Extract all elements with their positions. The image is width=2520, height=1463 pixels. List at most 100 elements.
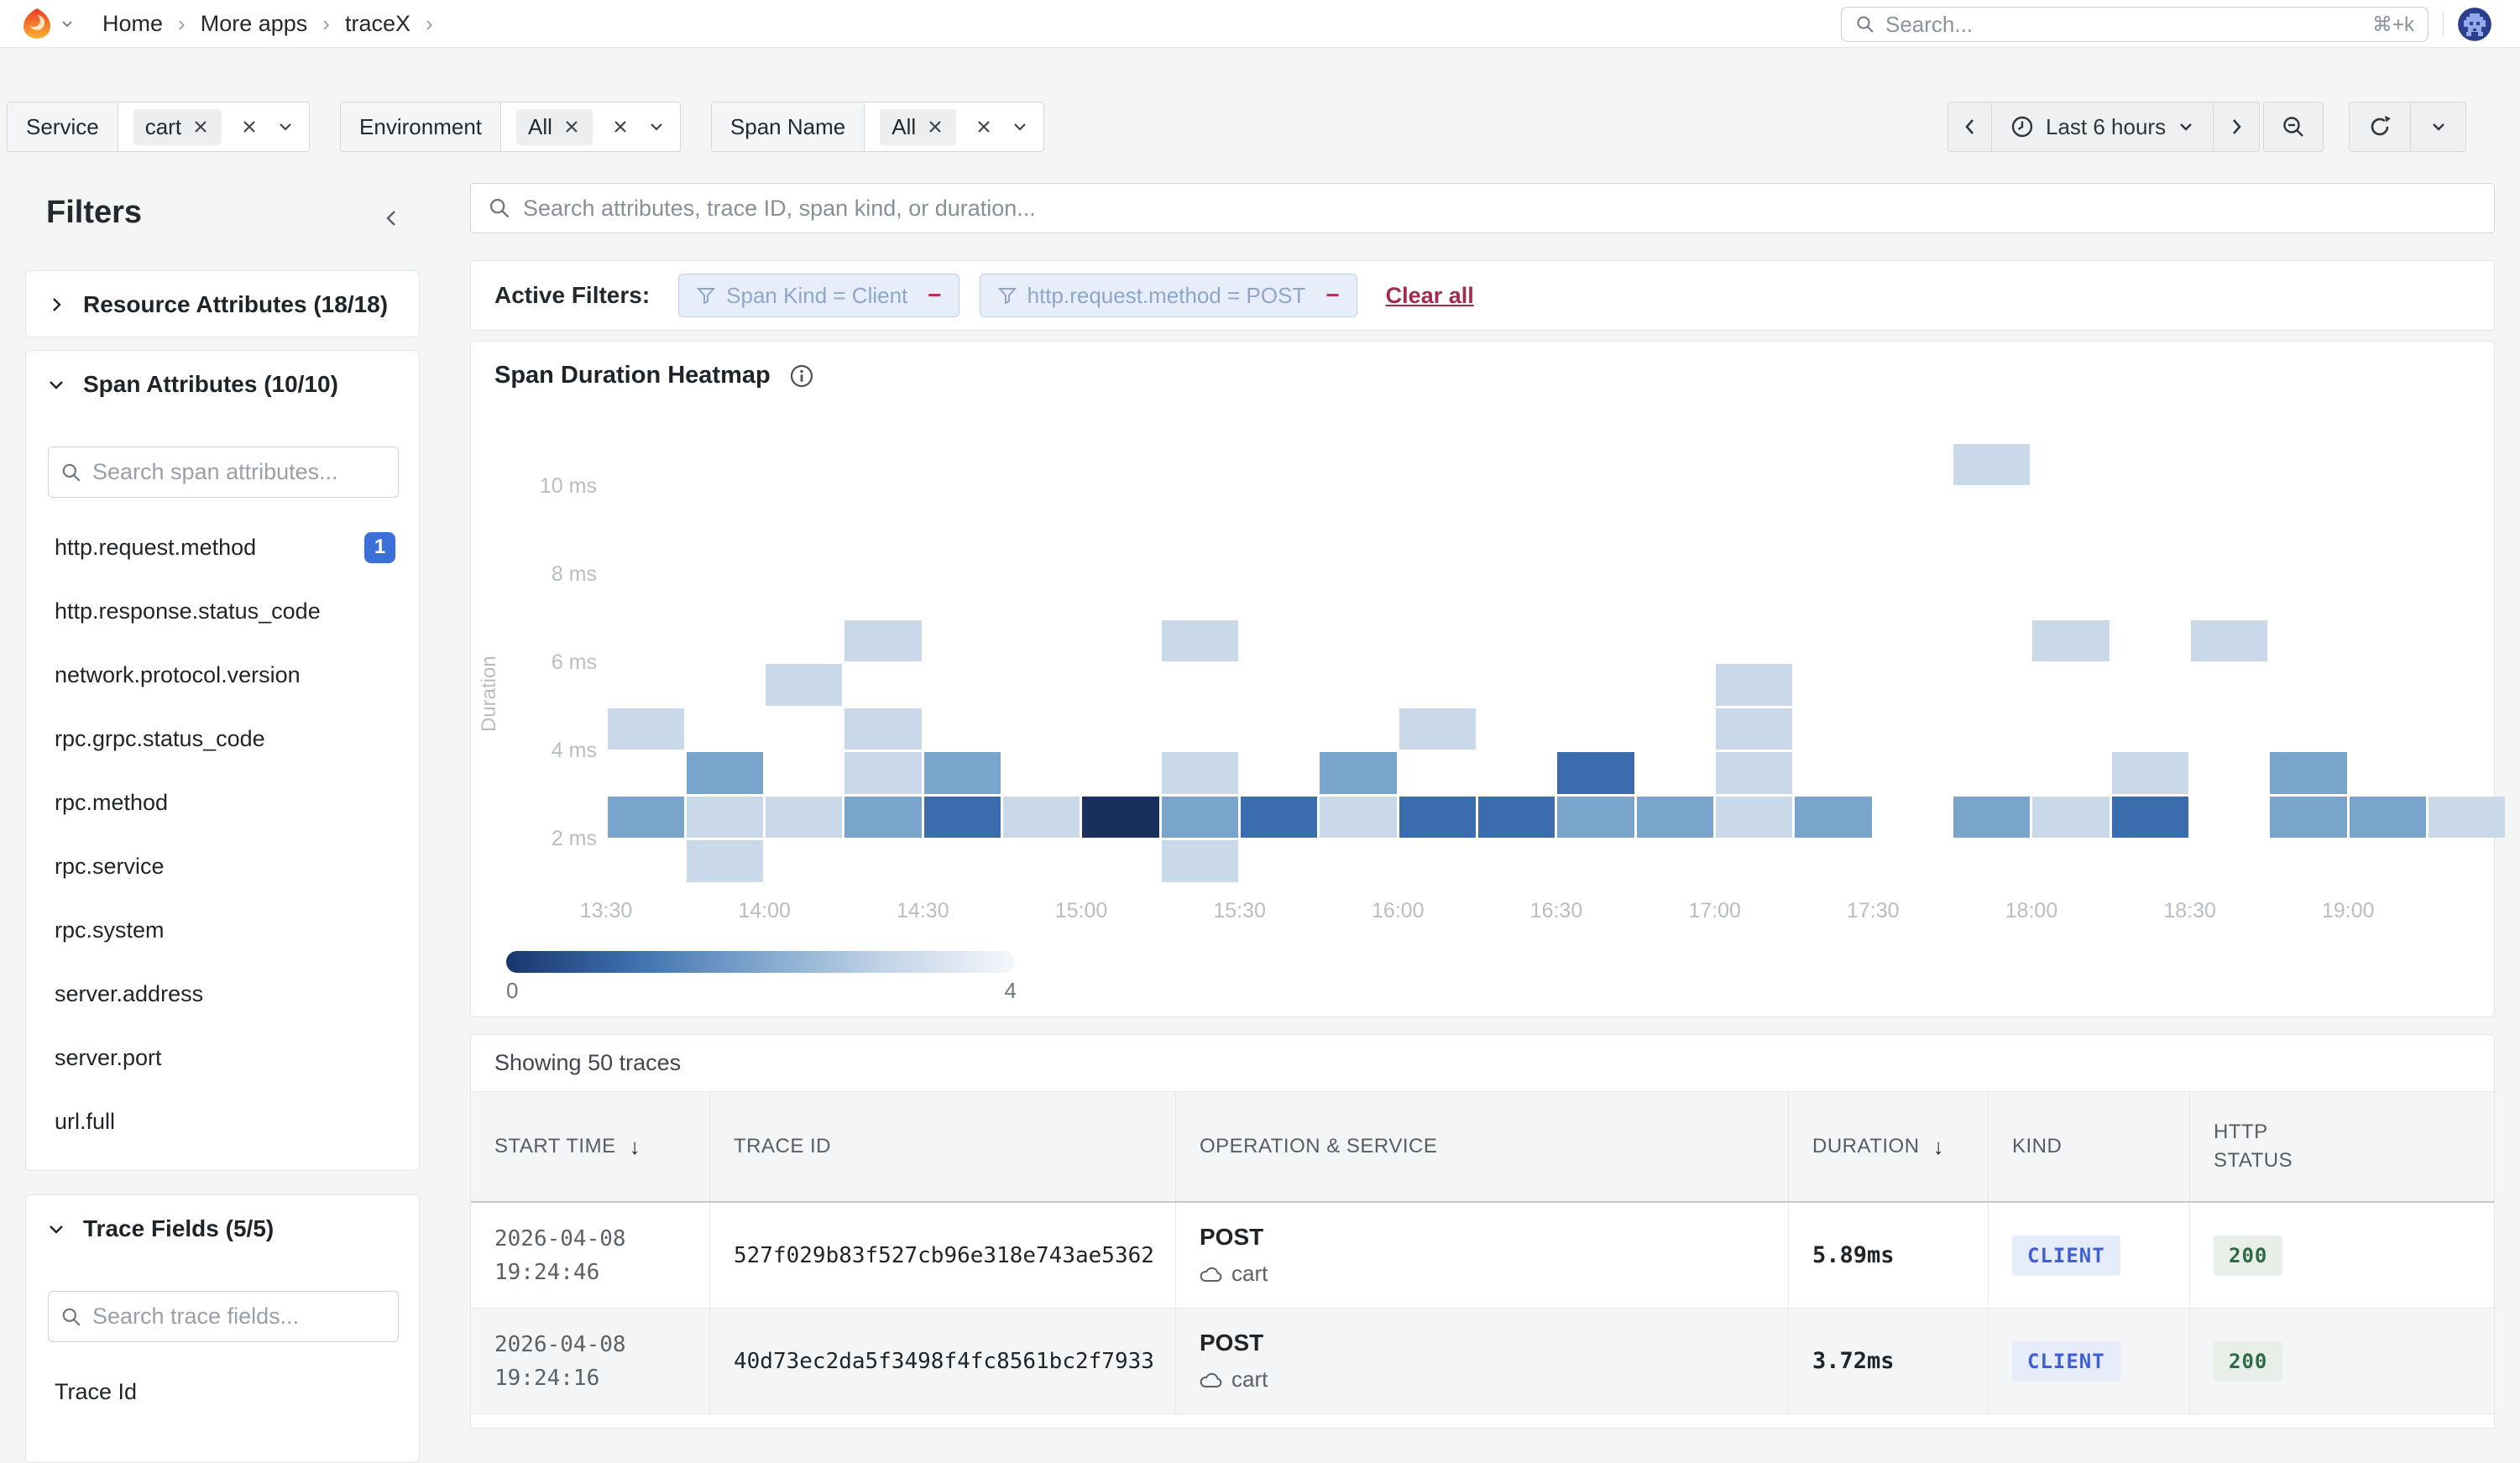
global-search[interactable]: ⌘+k [1841, 7, 2429, 42]
attribute-item[interactable]: http.response.status_code [26, 579, 419, 643]
table-row[interactable]: 2026-04-08 19:24:46 527f029b83f527cb96e318… [471, 1203, 2494, 1309]
refresh-interval-dropdown[interactable] [2411, 102, 2467, 152]
column-header-kind[interactable]: KIND [1989, 1092, 2190, 1201]
heatmap-cell[interactable] [1716, 708, 1793, 750]
time-range-picker[interactable]: Last 6 hours [1992, 102, 2214, 152]
info-icon[interactable] [789, 363, 814, 389]
column-header-http-status[interactable]: HTTP STATUS [2190, 1092, 2494, 1201]
trace-fields-search[interactable] [48, 1291, 399, 1342]
heatmap-cell[interactable] [766, 664, 843, 706]
filter-value-pill[interactable]: cart [133, 108, 222, 145]
column-header-duration[interactable]: DURATION ↓ [1789, 1092, 1989, 1201]
heatmap-cell[interactable] [1953, 443, 2031, 485]
remove-filter-icon[interactable]: − [1325, 282, 1340, 308]
heatmap-cell[interactable] [1161, 619, 1239, 661]
app-menu-button[interactable] [20, 7, 74, 40]
global-search-input[interactable] [1885, 11, 2372, 38]
heatmap-cell[interactable] [1082, 796, 1159, 838]
filter-dropdown-caret[interactable] [1012, 118, 1028, 135]
span-attributes-header[interactable]: Span Attributes (10/10) [26, 351, 419, 418]
heatmap-cell[interactable] [844, 619, 922, 661]
heatmap-cell[interactable] [1716, 752, 1793, 794]
heatmap-cell[interactable] [686, 840, 764, 882]
table-row[interactable]: 2026-04-08 19:24:16 40d73ec2da5f3498f4fc85… [471, 1309, 2494, 1414]
heatmap-cell[interactable] [2032, 619, 2110, 661]
heatmap-cell[interactable] [2111, 752, 2189, 794]
heatmap-cell[interactable] [2032, 796, 2110, 838]
remove-value-icon[interactable] [562, 118, 581, 136]
attribute-item[interactable]: rpc.system [26, 898, 419, 962]
heatmap-cell[interactable] [1557, 752, 1634, 794]
clear-filter-button[interactable] [609, 118, 631, 136]
trace-fields-search-input[interactable] [92, 1304, 386, 1330]
clear-all-filters-link[interactable]: Clear all [1385, 282, 1474, 308]
breadcrumb-item[interactable]: traceX [344, 10, 410, 36]
refresh-button[interactable] [2349, 102, 2412, 152]
trace-fields-header[interactable]: Trace Fields (5/5) [26, 1195, 419, 1262]
filter-dropdown-caret[interactable] [277, 118, 294, 135]
filter-value-pill[interactable]: All [880, 108, 957, 145]
heatmap-cell[interactable] [1161, 796, 1239, 838]
filter-dropdown-caret[interactable] [648, 118, 665, 135]
sidebar-collapse-button[interactable] [382, 206, 400, 231]
attribute-item[interactable]: Trace Id [26, 1360, 419, 1424]
attribute-item[interactable]: rpc.grpc.status_code [26, 707, 419, 771]
heatmap-cell[interactable] [1161, 840, 1239, 882]
heatmap-cell[interactable] [766, 796, 843, 838]
clear-filter-button[interactable] [238, 118, 260, 136]
user-avatar[interactable] [2458, 8, 2491, 41]
attribute-item[interactable]: server.port [26, 1026, 419, 1089]
column-header-trace-id[interactable]: TRACE ID [710, 1092, 1176, 1201]
clear-filter-button[interactable] [973, 118, 995, 136]
heatmap-cell[interactable] [2111, 796, 2189, 838]
heatmap-cell[interactable] [1953, 796, 2031, 838]
column-header-operation-service[interactable]: OPERATION & SERVICE [1176, 1092, 1789, 1201]
attribute-item[interactable]: rpc.service [26, 834, 419, 898]
time-shift-forward-button[interactable] [2214, 102, 2261, 152]
heatmap-cell[interactable] [2270, 752, 2347, 794]
heatmap-cell[interactable] [1557, 796, 1634, 838]
heatmap-cell[interactable] [686, 752, 764, 794]
heatmap-cell[interactable] [1795, 796, 1872, 838]
active-filter-chip[interactable]: http.request.method = POST − [979, 274, 1357, 317]
attribute-item[interactable]: url.full [26, 1089, 419, 1153]
heatmap-cell[interactable] [607, 708, 684, 750]
heatmap-cell[interactable] [1716, 664, 1793, 706]
column-header-start-time[interactable]: START TIME ↓ [471, 1092, 710, 1201]
filter-value-pill[interactable]: All [516, 108, 593, 145]
zoom-out-button[interactable] [2263, 102, 2324, 152]
attribute-item[interactable]: server.address [26, 962, 419, 1026]
heatmap-cell[interactable] [844, 796, 922, 838]
attribute-item[interactable]: rpc.method [26, 771, 419, 834]
heatmap-cell[interactable] [607, 796, 684, 838]
time-shift-back-button[interactable] [1948, 102, 1992, 152]
heatmap-cell[interactable] [2349, 796, 2427, 838]
heatmap-cell[interactable] [1241, 796, 1318, 838]
heatmap-cell[interactable] [1320, 796, 1397, 838]
remove-value-icon[interactable] [191, 118, 210, 136]
trace-search-input[interactable] [523, 195, 2477, 222]
heatmap-cell[interactable] [1478, 796, 1555, 838]
heatmap-cell[interactable] [844, 752, 922, 794]
active-filter-chip[interactable]: Span Kind = Client − [678, 274, 959, 317]
heatmap-cell[interactable] [1161, 752, 1239, 794]
remove-filter-icon[interactable]: − [928, 282, 942, 308]
heatmap-cell[interactable] [2429, 796, 2506, 838]
remove-value-icon[interactable] [926, 118, 944, 136]
heatmap-cell[interactable] [2191, 619, 2268, 661]
heatmap-cell[interactable] [2270, 796, 2347, 838]
span-attributes-search-input[interactable] [92, 459, 386, 485]
heatmap-cell[interactable] [1716, 796, 1793, 838]
heatmap-cell[interactable] [1399, 708, 1477, 750]
attribute-item[interactable]: http.request.method 1 [26, 515, 419, 579]
heatmap-cell[interactable] [1003, 796, 1080, 838]
resource-attributes-header[interactable]: Resource Attributes (18/18) [26, 271, 419, 338]
heatmap-cell[interactable] [1320, 752, 1397, 794]
heatmap-cell[interactable] [844, 708, 922, 750]
heatmap-cell[interactable] [1636, 796, 1714, 838]
heatmap-cell[interactable] [1399, 796, 1477, 838]
breadcrumb-item[interactable]: More apps [200, 10, 308, 36]
breadcrumb-item[interactable]: Home [102, 10, 164, 36]
heatmap-cell[interactable] [686, 796, 764, 838]
heatmap-cell[interactable] [923, 796, 1001, 838]
